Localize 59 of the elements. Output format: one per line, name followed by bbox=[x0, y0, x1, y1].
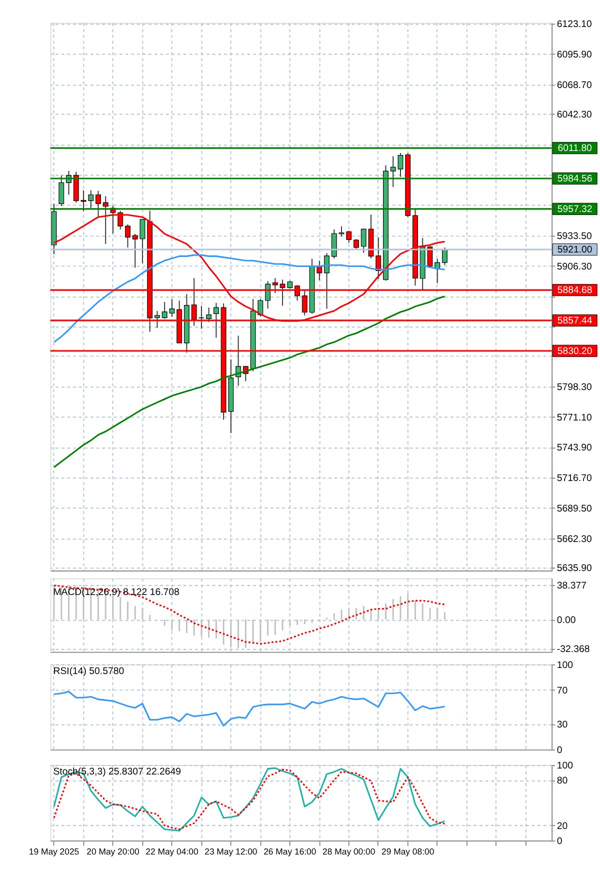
ref-line-label: 5857.44 bbox=[557, 315, 593, 326]
y-tick-label: 5716.70 bbox=[556, 473, 592, 484]
y-tick-label: 30 bbox=[556, 719, 568, 730]
y-tick-label: 5798.30 bbox=[556, 382, 592, 393]
y-tick-label: 0 bbox=[556, 836, 562, 847]
line-series bbox=[53, 254, 446, 343]
x-tick-label: 20 May 20:00 bbox=[86, 846, 140, 857]
ref-line-label: 5921.00 bbox=[557, 244, 592, 256]
candlestick bbox=[265, 280, 271, 310]
candlestick bbox=[206, 307, 212, 323]
x-tick-label: 23 May 12:00 bbox=[204, 846, 258, 857]
ref-line-label: 5884.68 bbox=[557, 284, 592, 296]
x-tick-label: 29 May 08:00 bbox=[382, 846, 434, 857]
x-tick-label: 28 May 00:00 bbox=[322, 846, 376, 857]
y-tick-label: 5771.10 bbox=[556, 412, 592, 424]
chart-title: Stoch(5,3,3) 25.8307 22.2649 bbox=[53, 766, 182, 778]
candlestick bbox=[80, 190, 86, 212]
candlestick bbox=[58, 174, 64, 206]
y-tick-label: 6123.10 bbox=[556, 19, 592, 30]
y-tick-label: 100 bbox=[556, 760, 574, 772]
y-tick-label: 5906.30 bbox=[556, 261, 592, 272]
text: MACD(12,26,9) 8.122 16.708 bbox=[53, 586, 180, 598]
y-tick-label: 38.377 bbox=[556, 580, 586, 592]
candlestick bbox=[354, 238, 359, 250]
candlestick bbox=[331, 228, 337, 259]
y-tick-label: 6068.70 bbox=[556, 80, 592, 91]
candlestick bbox=[154, 310, 160, 328]
y-tick-label: 5933.50 bbox=[556, 230, 592, 242]
candlestick bbox=[324, 252, 330, 310]
y-tick-label: 0.00 bbox=[556, 614, 576, 626]
ref-line-label: 5984.56 bbox=[557, 173, 592, 184]
y-tick-label: 70 bbox=[556, 685, 568, 696]
y-tick-label: 5662.30 bbox=[556, 534, 592, 545]
y-tick-label: 6042.30 bbox=[556, 109, 592, 120]
candlestick bbox=[376, 236, 382, 280]
x-tick-label: 26 May 16:00 bbox=[264, 846, 316, 857]
y-tick-label: 5743.90 bbox=[556, 442, 592, 454]
y-tick-label: 0 bbox=[556, 744, 562, 756]
y-tick-label: 80 bbox=[556, 776, 568, 787]
candlestick bbox=[88, 190, 94, 209]
candlestick bbox=[213, 302, 219, 338]
chart-title: RSI(14) 50.5780 bbox=[53, 666, 124, 678]
y-tick-label: 5689.50 bbox=[556, 503, 592, 514]
ref-line-label: 6011.80 bbox=[558, 142, 592, 154]
y-tick-label: 5635.90 bbox=[556, 563, 592, 574]
line-series bbox=[53, 690, 446, 726]
line-series bbox=[53, 296, 446, 468]
y-tick-label: -32.368 bbox=[556, 644, 590, 655]
line-series bbox=[53, 584, 446, 645]
candlestick bbox=[360, 228, 366, 254]
ref-line-label: 5957.32 bbox=[557, 204, 592, 215]
y-tick-label: 20 bbox=[556, 820, 568, 832]
y-tick-label: 6095.90 bbox=[556, 50, 592, 61]
candlestick bbox=[125, 224, 130, 248]
x-tick-label: 22 May 04:00 bbox=[146, 846, 198, 857]
ref-line-label: 5830.20 bbox=[557, 346, 592, 357]
x-tick-label: 19 May 2025 bbox=[28, 846, 80, 857]
candlestick bbox=[442, 246, 448, 266]
y-tick-label: 100 bbox=[556, 660, 574, 671]
